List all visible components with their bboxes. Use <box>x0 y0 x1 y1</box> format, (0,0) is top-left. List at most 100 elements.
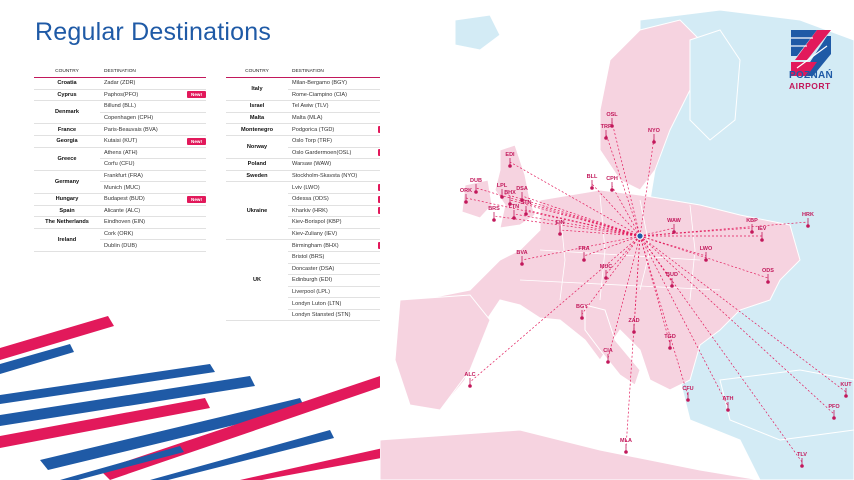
map-pin-lpl: LPL <box>497 183 508 199</box>
destination-cell: Paris-Beauvais (BVA) <box>100 123 182 136</box>
destination-cell: Liverpool (LPL) <box>288 286 373 299</box>
new-cell <box>182 228 206 241</box>
route-line <box>501 192 641 237</box>
destination-cell: Tel Awiw (TLV) <box>288 100 373 113</box>
map-pin-alc: ALC <box>464 372 476 388</box>
destination-cell: Lviv (LWO) <box>288 181 373 194</box>
country-cell: Hungary <box>34 193 100 206</box>
map-pin-label: LWO <box>700 246 713 252</box>
map-pin-kut: KUT <box>840 382 852 398</box>
new-cell <box>182 239 206 252</box>
destination-cell: Bristol (BRS) <box>288 251 373 264</box>
destination-header: DESTINATION <box>288 69 373 78</box>
italy-land <box>584 304 641 386</box>
map-pin-label: BGY <box>576 304 588 310</box>
table-row: Hungary Budapest (BUD) New! <box>34 193 206 206</box>
decorative-stripes <box>0 316 390 480</box>
country-cell: France <box>34 123 100 136</box>
route-line <box>605 133 641 237</box>
table-row: Cyprus Paphos(PFO) New! <box>34 89 206 102</box>
destination-cell: Oslo Torp (TRF) <box>288 135 373 148</box>
route-line <box>509 199 641 237</box>
page-title: Regular Destinations <box>35 18 272 46</box>
map-pin-label: LTN <box>509 204 519 210</box>
destination-cell: Edinburgh (EDI) <box>288 274 373 287</box>
map-pin-label: ATH <box>723 396 734 402</box>
iberia-land <box>394 294 491 411</box>
iceland-land <box>454 14 501 51</box>
map-pin-bhx: BHX <box>504 190 516 206</box>
route-line <box>493 215 641 237</box>
route-line <box>639 137 655 237</box>
table-row: Sweden Stockholm-Skavsta (NYO) <box>226 170 397 183</box>
map-pin-label: HRK <box>802 212 814 218</box>
destination-cell: Kharkiv (HRK) <box>288 205 373 218</box>
map-pin-dsa: DSA <box>516 186 528 202</box>
map-pin-label: DSA <box>516 186 528 192</box>
map-pin-label: BLL <box>587 174 598 180</box>
map-pin-label: ALC <box>464 372 475 378</box>
route-line <box>639 235 769 279</box>
country-cell: Italy <box>226 77 288 102</box>
destination-cell: Kiev-Zuliany (IEV) <box>288 228 373 241</box>
map-pin-label: FRA <box>578 246 589 252</box>
route-line <box>583 235 641 257</box>
route-line <box>559 229 641 237</box>
map-pin-edi: EDI <box>505 152 515 168</box>
map-pin-muc: MUC <box>600 264 612 280</box>
route-line <box>625 235 641 449</box>
new-cell <box>182 147 206 160</box>
destination-cell: Dublin (DUB) <box>100 239 182 252</box>
country-cell: The Netherlands <box>34 216 100 229</box>
destination-cell: Doncaster (DSA) <box>288 263 373 276</box>
map-pin-label: CFU <box>682 386 693 392</box>
country-cell: Norway <box>226 135 288 160</box>
destination-cell: Munich (MUC) <box>100 181 182 194</box>
map-pin-cfu: CFU <box>682 386 694 402</box>
table-row: Georgia Kutaisi (KUT) New! <box>34 135 206 148</box>
map-pin-mla: MLA <box>620 438 632 454</box>
route-line <box>513 213 641 237</box>
country-cell: Denmark <box>34 100 100 125</box>
new-cell <box>182 170 206 183</box>
destination-cell: Athens (ATH) <box>100 147 182 160</box>
new-cell <box>182 216 206 229</box>
poznan-hub-marker <box>636 232 644 240</box>
country-cell: Spain <box>34 205 100 218</box>
route-line <box>639 235 707 257</box>
table-row: Denmark Billund (BLL) <box>34 100 206 125</box>
destination-cell: Kiev-Borispol (KBP) <box>288 216 373 229</box>
map-pin-bll: BLL <box>587 174 598 190</box>
route-line <box>639 227 753 237</box>
map-pin-tgd: TGD <box>664 334 676 350</box>
table-row: Croatia Zadar (ZDR) <box>34 77 206 90</box>
map-pin-label: TGD <box>664 334 676 340</box>
country-cell: Germany <box>34 170 100 194</box>
country-header: COUNTRY <box>34 69 100 78</box>
route-line <box>611 121 641 237</box>
new-cell: New! <box>182 193 206 206</box>
country-cell: Ireland <box>34 228 100 252</box>
map-pin-nyo: NYO <box>648 128 661 144</box>
map-pin-stn: STN <box>521 200 532 216</box>
destination-cell: Londyn Luton (LTN) <box>288 297 373 310</box>
map-pin-lwo: LWO <box>700 246 713 262</box>
table-row: Copenhagen (CPH) <box>34 112 206 125</box>
destination-cell: Billund (BLL) <box>100 100 182 113</box>
map-pin-label: BHX <box>504 190 516 196</box>
destination-cell: Stockholm-Skavsta (NYO) <box>288 170 373 183</box>
ireland-land <box>461 179 493 219</box>
country-cell: Malta <box>226 112 288 125</box>
destination-cell: Rome-Ciampino (CIA) <box>288 89 373 102</box>
poznan-airport-logo-icon <box>791 30 831 76</box>
country-cell: Cyprus <box>34 89 100 102</box>
route-line <box>639 227 675 237</box>
destination-cell: Cork (ORK) <box>100 228 182 241</box>
map-pin-cia: CIA <box>603 348 613 364</box>
map-pin-label: BUD <box>666 272 678 278</box>
new-badge: New! <box>187 137 206 145</box>
table-row: Norway Oslo Torp (TRF) <box>226 135 397 160</box>
map-pin-label: OSL <box>606 112 618 118</box>
